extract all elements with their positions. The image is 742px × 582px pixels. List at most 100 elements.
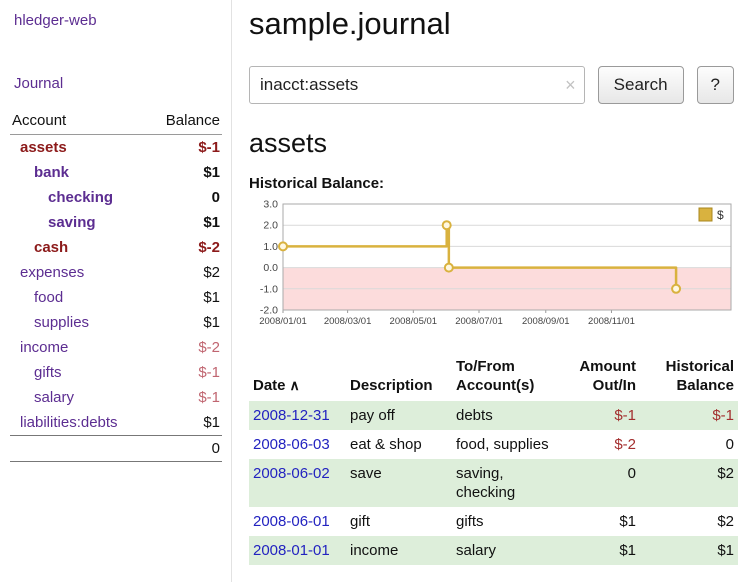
sort-asc-icon: ∧ (290, 377, 300, 393)
sidebar: hledger-web Journal Account Balance asse… (0, 0, 232, 582)
register-header-historical: Historical Balance (640, 355, 738, 401)
account-link-assets[interactable]: assets (20, 139, 67, 156)
register-accounts: salary (452, 536, 560, 565)
help-button[interactable]: ? (697, 66, 734, 104)
register-accounts: food, supplies (452, 430, 560, 459)
register-row: 2008-01-01 income salary $1 $1 (249, 536, 738, 565)
account-row: liabilities:debts $1 (10, 410, 222, 436)
amount-line2: Out/In (593, 377, 636, 394)
register-description: pay off (346, 401, 452, 430)
register-row: 2008-06-02 save saving, checking 0 $2 (249, 459, 738, 507)
register-amount: $1 (560, 536, 640, 565)
chart-title: Historical Balance: (249, 175, 734, 192)
register-row: 2008-06-03 eat & shop food, supplies $-2… (249, 430, 738, 459)
register-amount: $-1 (560, 401, 640, 430)
accounts-header-balance: Balance (148, 108, 222, 135)
account-link-bank[interactable]: bank (34, 164, 69, 181)
tofrom-line1: To/From (456, 358, 515, 375)
sidebar-item-journal[interactable]: Journal (14, 75, 217, 92)
register-accounts: gifts (452, 507, 560, 536)
account-row: saving $1 (10, 210, 222, 235)
balance-chart-svg: 3.02.01.00.0-1.0-2.02008/01/012008/03/01… (249, 196, 739, 336)
register-balance: 0 (640, 430, 738, 459)
search-input[interactable] (249, 66, 585, 104)
register-description: income (346, 536, 452, 565)
balance-chart: 3.02.01.00.0-1.0-2.02008/01/012008/03/01… (249, 196, 734, 341)
account-link-liabilities-debts[interactable]: liabilities:debts (20, 414, 118, 431)
register-balance: $2 (640, 459, 738, 507)
register-accounts: debts (452, 401, 560, 430)
register-description: save (346, 459, 452, 507)
register-amount: $1 (560, 507, 640, 536)
account-balance: $-2 (148, 235, 222, 260)
register-amount: $-2 (560, 430, 640, 459)
svg-text:3.0: 3.0 (263, 199, 278, 211)
svg-text:2008/03/01: 2008/03/01 (324, 316, 372, 327)
register-date-link[interactable]: 2008-06-01 (253, 513, 330, 530)
account-link-cash[interactable]: cash (34, 239, 68, 256)
register-header-row: Date∧ Description To/From Account(s) Amo… (249, 355, 738, 401)
account-balance: $-2 (148, 335, 222, 360)
account-balance: $-1 (148, 360, 222, 385)
register-row: 2008-12-31 pay off debts $-1 $-1 (249, 401, 738, 430)
accounts-total-balance: 0 (148, 436, 222, 462)
account-row: salary $-1 (10, 385, 222, 410)
brand-link[interactable]: hledger-web (0, 10, 231, 31)
account-heading: assets (249, 128, 734, 159)
account-link-food[interactable]: food (34, 289, 63, 306)
account-balance: 0 (148, 185, 222, 210)
svg-text:1.0: 1.0 (263, 241, 278, 253)
svg-text:2008/11/01: 2008/11/01 (588, 316, 635, 327)
hist-line1: Historical (666, 358, 734, 375)
account-row: income $-2 (10, 335, 222, 360)
account-row: cash $-2 (10, 235, 222, 260)
account-link-gifts[interactable]: gifts (34, 364, 62, 381)
account-row: bank $1 (10, 160, 222, 185)
account-link-income[interactable]: income (20, 339, 68, 356)
page-title: sample.journal (249, 6, 734, 42)
search-button[interactable]: Search (598, 66, 684, 104)
account-row: expenses $2 (10, 260, 222, 285)
account-link-saving[interactable]: saving (48, 214, 96, 231)
amount-line1: Amount (579, 358, 636, 375)
date-header-label: Date (253, 377, 286, 394)
register-header-accounts: To/From Account(s) (452, 355, 560, 401)
account-balance: $1 (148, 285, 222, 310)
svg-text:2008/05/01: 2008/05/01 (390, 316, 438, 327)
tofrom-line2: Account(s) (456, 377, 534, 394)
main-content: sample.journal × Search ? assets Histori… (233, 0, 742, 582)
account-balance: $-1 (148, 135, 222, 161)
account-balance: $1 (148, 410, 222, 436)
account-link-supplies[interactable]: supplies (34, 314, 89, 331)
register-balance: $-1 (640, 401, 738, 430)
register-accounts: saving, checking (452, 459, 560, 507)
search-form: × Search ? (249, 66, 734, 104)
register-date-link[interactable]: 2008-01-01 (253, 542, 330, 559)
register-header-date[interactable]: Date∧ (249, 355, 346, 401)
register-description: gift (346, 507, 452, 536)
accounts-header-account: Account (10, 108, 148, 135)
hist-line2: Balance (676, 377, 734, 394)
svg-text:2008/07/01: 2008/07/01 (455, 316, 503, 327)
account-row: food $1 (10, 285, 222, 310)
accounts-table: Account Balance assets $-1 bank $1 check… (10, 108, 222, 462)
register-date-link[interactable]: 2008-12-31 (253, 407, 330, 424)
svg-text:-2.0: -2.0 (260, 305, 278, 317)
account-link-salary[interactable]: salary (34, 389, 74, 406)
register-description: eat & shop (346, 430, 452, 459)
account-balance: $1 (148, 310, 222, 335)
account-balance: $2 (148, 260, 222, 285)
clear-search-icon[interactable]: × (565, 76, 576, 94)
register-row: 2008-06-01 gift gifts $1 $2 (249, 507, 738, 536)
register-date-link[interactable]: 2008-06-02 (253, 465, 330, 482)
svg-text:$: $ (717, 208, 724, 222)
accounts-total-row: 0 (10, 436, 222, 462)
search-box: × (249, 66, 585, 104)
account-link-expenses[interactable]: expenses (20, 264, 84, 281)
svg-text:0.0: 0.0 (263, 262, 278, 274)
svg-text:2.0: 2.0 (263, 220, 278, 232)
register-date-link[interactable]: 2008-06-03 (253, 436, 330, 453)
account-link-checking[interactable]: checking (48, 189, 113, 206)
account-balance: $-1 (148, 385, 222, 410)
svg-text:2008/01/01: 2008/01/01 (259, 316, 307, 327)
